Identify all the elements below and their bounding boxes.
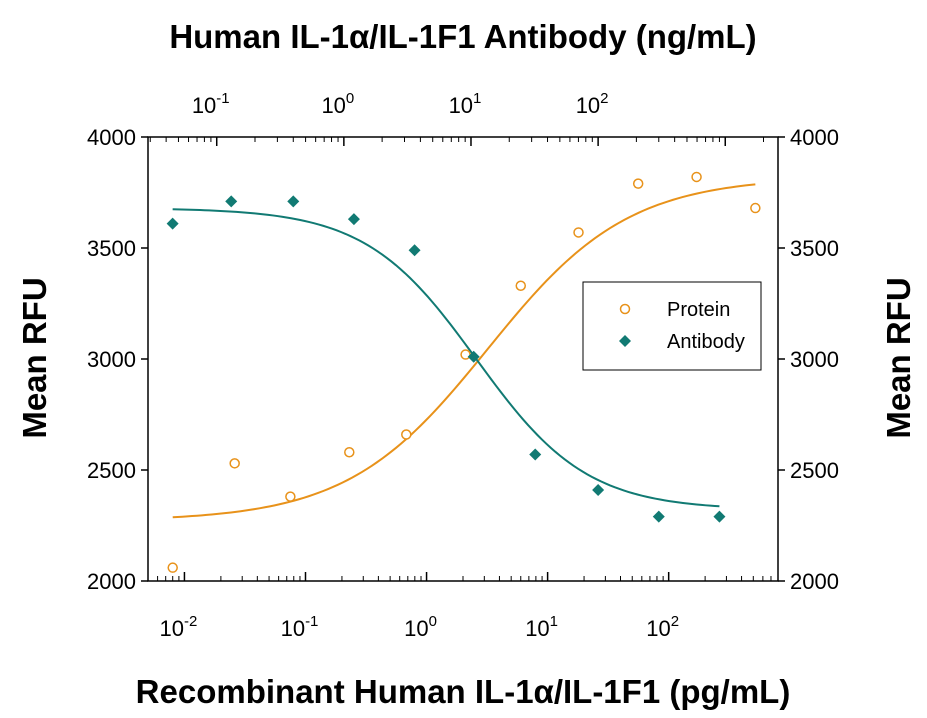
fit-curve-protein xyxy=(172,183,756,519)
y-tick-label-right: 2500 xyxy=(790,458,839,483)
data-points xyxy=(166,171,761,573)
legend-box xyxy=(582,281,762,371)
y-tick-label-right: 3000 xyxy=(790,347,839,372)
point-protein xyxy=(167,562,178,573)
x-tick-label: 102 xyxy=(646,613,679,641)
point-antibody xyxy=(713,510,726,523)
fit-curves xyxy=(172,183,756,519)
point-antibody xyxy=(287,195,300,208)
x-tick-label: 101 xyxy=(449,90,482,118)
point-antibody xyxy=(347,213,360,226)
y-tick-label-left: 4000 xyxy=(87,125,136,150)
point-protein xyxy=(573,227,584,238)
x-tick-label: 101 xyxy=(525,613,558,641)
y-axis-title-left: Mean RFU xyxy=(16,277,53,438)
point-protein xyxy=(401,429,412,440)
legend-label-protein: Protein xyxy=(667,299,730,321)
y-tick-label-left: 3000 xyxy=(87,347,136,372)
y-tick-label-right: 2000 xyxy=(790,569,839,594)
x-tick-label: 10-1 xyxy=(192,90,230,118)
y-axis-title-right: Mean RFU xyxy=(880,277,917,438)
x-tick-label: 10-1 xyxy=(281,613,319,641)
point-antibody xyxy=(652,510,665,523)
point-protein xyxy=(691,171,702,183)
fit-curve-antibody xyxy=(172,208,720,508)
x-tick-label: 102 xyxy=(576,90,609,118)
y-tick-label-left: 2500 xyxy=(87,458,136,483)
point-protein xyxy=(285,491,296,502)
point-protein xyxy=(229,458,240,469)
point-antibody xyxy=(408,244,421,257)
legend-marker-antibody xyxy=(619,335,631,347)
x-tick-label: 100 xyxy=(321,90,354,118)
point-protein xyxy=(750,202,761,214)
point-antibody xyxy=(592,483,605,496)
point-antibody xyxy=(529,448,542,461)
point-protein xyxy=(515,280,527,291)
point-protein xyxy=(344,446,355,458)
point-antibody xyxy=(467,350,480,363)
point-antibody xyxy=(225,195,238,208)
y-tick-label-right: 4000 xyxy=(790,125,839,150)
x-axis-title: Recombinant Human IL-1α/IL-1F1 (pg/mL) xyxy=(136,673,791,710)
y-tick-label-right: 3500 xyxy=(790,236,839,261)
legend-label-antibody: Antibody xyxy=(667,331,745,353)
point-protein xyxy=(632,178,644,189)
ticks: 2000 2000 2500 2500 3000 3000 3500 3500 4000 4000… xyxy=(87,90,839,641)
legend: Protein Antibody xyxy=(582,281,762,371)
point-antibody xyxy=(166,217,179,230)
y-tick-label-left: 3500 xyxy=(87,236,136,261)
y-tick-label-left: 2000 xyxy=(87,569,136,594)
x-tick-label: 100 xyxy=(404,613,437,641)
x-tick-label: 10-2 xyxy=(160,613,198,641)
legend-marker-protein xyxy=(619,303,631,315)
top-axis-title: Human IL-1α/IL-1F1 Antibody (ng/mL) xyxy=(169,18,756,55)
